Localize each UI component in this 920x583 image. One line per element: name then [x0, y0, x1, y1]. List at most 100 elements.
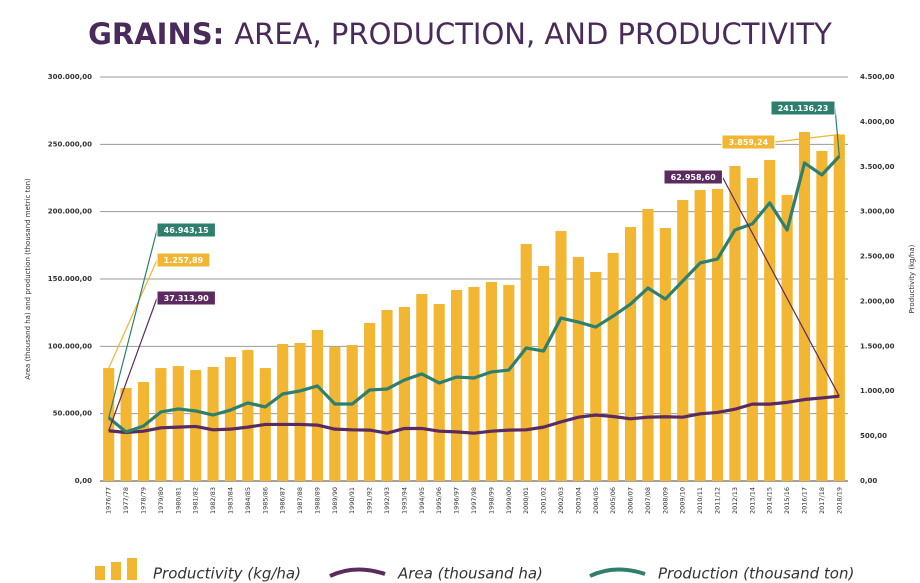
- bar: [364, 322, 376, 481]
- x-tick-label: 2008/09: [661, 487, 669, 514]
- annotation-box: [770, 100, 836, 116]
- leader-line: [721, 176, 840, 397]
- x-tick-label: 2006/07: [627, 487, 635, 514]
- x-tick-label: 2009/10: [679, 487, 687, 514]
- bar: [311, 329, 324, 481]
- bar: [224, 357, 237, 481]
- x-tick-label: 2013/14: [748, 487, 756, 514]
- x-tick-label: 2000/01: [522, 487, 530, 514]
- bar: [781, 194, 793, 481]
- x-tick-label: 2005/06: [609, 487, 617, 514]
- x-tick-label: 1989/90: [331, 487, 339, 514]
- bar: [572, 257, 584, 481]
- x-tick-label: 2010/11: [696, 487, 704, 514]
- x-tick-label: 2004/05: [592, 487, 600, 514]
- bar: [468, 286, 480, 481]
- x-tick-label: 1984/85: [244, 487, 252, 514]
- bar: [346, 344, 358, 481]
- leader-line: [108, 259, 158, 369]
- legend-swatch: [589, 567, 646, 578]
- annotation-label: 1.257,89: [164, 256, 204, 265]
- line: [107, 155, 841, 434]
- title-prefix: GRAINS:: [88, 17, 224, 51]
- bar: [520, 243, 532, 481]
- x-tick-label: 1978/79: [139, 487, 147, 514]
- bar: [694, 190, 706, 482]
- y2-tick-label: 4.000,00: [860, 118, 895, 126]
- bar: [798, 131, 811, 481]
- y-tick-label: 150.000,00: [48, 275, 92, 283]
- bar: [590, 271, 602, 481]
- x-tick-label: 2002/03: [557, 487, 565, 514]
- x-tick-label: 2012/13: [731, 487, 739, 514]
- x-tick-label: 1993/94: [400, 487, 408, 514]
- x-tick-label: 1995/96: [435, 487, 443, 514]
- x-tick-label: 1992/93: [383, 487, 391, 514]
- x-tick-label: 1979/80: [157, 487, 165, 514]
- annotation-label: 46.943,15: [164, 226, 209, 235]
- x-tick-label: 1998/99: [487, 487, 495, 514]
- annotation-box: [663, 169, 723, 185]
- x-tick-label: 2007/08: [644, 487, 652, 514]
- chart-title: GRAINS: AREA, PRODUCTION, AND PRODUCTIVI…: [88, 17, 832, 51]
- leader-line: [774, 133, 840, 143]
- legend-label: Productivity (kg/ha): [153, 565, 301, 583]
- y2-tick-label: 4.500,00: [860, 73, 895, 81]
- x-tick-label: 1980/81: [174, 487, 182, 514]
- bar: [103, 368, 115, 481]
- line: [108, 394, 840, 435]
- bar: [120, 387, 132, 481]
- x-tick-label: 2003/04: [574, 487, 582, 514]
- x-tick-label: 1986/87: [279, 487, 287, 514]
- legend-swatch: [127, 558, 137, 580]
- y-tick-label: 100.000,00: [48, 342, 92, 350]
- x-tick-label: 2011/12: [714, 487, 722, 514]
- bar: [277, 343, 289, 481]
- bar: [155, 368, 167, 481]
- x-tick-label: 1994/95: [418, 487, 426, 514]
- leader-line: [108, 297, 158, 431]
- y-tick-label: 250.000,00: [48, 140, 92, 148]
- y-tick-label: 0,00: [75, 477, 92, 485]
- y2-tick-label: 2.000,00: [860, 297, 895, 305]
- legend-label: Area (thousand ha): [397, 565, 543, 583]
- x-tick-label: 2018/19: [835, 487, 843, 514]
- annotation-label: 37.313,90: [164, 294, 209, 303]
- legend-swatch: [329, 567, 386, 578]
- x-tick-label: 2017/18: [818, 487, 826, 514]
- legend-label: Production (thousand ton): [658, 565, 854, 583]
- y2-tick-label: 1.000,00: [860, 387, 895, 395]
- bar: [729, 165, 741, 481]
- bar: [503, 285, 515, 481]
- annotation-box: [156, 290, 216, 306]
- x-tick-label: 1983/84: [226, 487, 234, 514]
- y-tick-label: 50.000,00: [53, 410, 93, 418]
- bar: [607, 252, 619, 481]
- y2-tick-label: 3.000,00: [860, 208, 895, 216]
- bar: [659, 228, 671, 481]
- bar: [642, 208, 654, 481]
- y-tick-label: 200.000,00: [48, 208, 92, 216]
- bar: [711, 188, 724, 482]
- bar: [294, 343, 306, 481]
- y2-tick-label: 3.500,00: [860, 163, 895, 171]
- x-tick-label: 1997/98: [470, 487, 478, 514]
- annotation-box: [156, 222, 216, 238]
- x-tick-label: 2016/17: [801, 487, 809, 514]
- bar: [746, 178, 758, 481]
- bar: [833, 134, 845, 482]
- bar: [451, 289, 463, 481]
- bar: [816, 150, 828, 482]
- y-axis-label: Area (thousand ha) and production (thous…: [24, 178, 32, 380]
- x-tick-label: 1999/00: [505, 487, 513, 514]
- x-tick-label: 1988/89: [313, 487, 321, 514]
- leader-line: [108, 229, 158, 418]
- title-text: AREA, PRODUCTION, AND PRODUCTIVITY: [234, 17, 832, 51]
- bar: [172, 366, 184, 481]
- y2-tick-label: 0,00: [860, 477, 877, 485]
- annotation-label: 3.859,24: [729, 138, 769, 147]
- annotation-label: 62.958,60: [671, 173, 716, 182]
- y2-tick-label: 1.500,00: [860, 342, 895, 350]
- bar: [207, 366, 219, 481]
